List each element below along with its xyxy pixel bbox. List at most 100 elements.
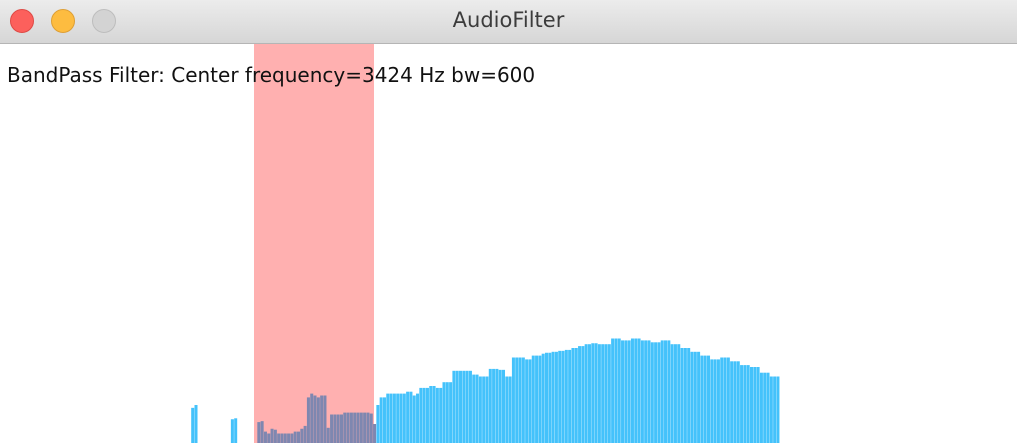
spectrum-bar [422,387,426,443]
spectrum-bar [303,425,307,443]
spectrum-bar [687,348,691,443]
filter-type-label: BandPass Filter: Center frequency= [7,63,362,87]
spectrum-bar [763,372,767,443]
spectrum-bar [230,419,234,443]
spectrum-bar [693,351,697,443]
spectrum-bar [664,340,668,443]
spectrum-bar [369,413,373,443]
spectrum-bar [525,359,529,443]
spectrum-bar [339,414,343,443]
spectrum-bar [349,412,353,443]
spectrum-bar [485,376,489,443]
spectrum-bar [683,348,687,443]
spectrum-bar [531,355,535,443]
spectrum-bar [260,421,264,443]
spectrum-bar [399,393,403,443]
spectrum-bar [680,348,684,443]
spectrum-bar [720,357,724,443]
spectrum-bar [472,374,476,443]
spectrum-bar [677,344,681,443]
spectrum-bar [267,433,271,443]
spectrum-bar [326,427,330,443]
close-window-button[interactable] [10,9,34,33]
spectrum-bar [617,338,621,443]
spectrum-bar [333,414,337,443]
spectrum-bar [654,342,658,443]
spectrum-bar [336,414,340,443]
spectrum-bar [263,431,267,443]
spectrum-bar [445,382,449,443]
spectrum-bar [716,359,720,443]
spectrum-bar [468,370,472,443]
spectrum-bar [776,376,780,443]
window-title: AudioFilter [452,8,565,32]
spectrum-bar [558,350,562,443]
spectrum-bar [703,355,707,443]
spectrum-bar [432,386,436,443]
spectrum-bar [667,340,671,443]
spectrum-bar [455,370,459,443]
title-bar[interactable]: AudioFilter [0,0,1017,44]
spectrum-bar [297,431,301,443]
spectrum-bar [290,433,294,443]
spectrum-bar [396,393,400,443]
filter-status-label: BandPass Filter: Center frequency=3424 H… [7,63,535,87]
spectrum-bar [194,405,198,443]
spectrum-bar [551,351,555,443]
spectrum-bar [462,370,466,443]
spectrum-bar [650,342,654,443]
spectrum-bar [452,370,456,443]
spectrum-plot [191,44,780,443]
spectrum-bar [773,376,777,443]
spectrum-bar [508,376,512,443]
spectrum-bar [356,412,360,443]
spectrum-bar [521,357,525,443]
spectrum-bar [594,343,598,443]
spectrum-bar [574,348,578,443]
spectrum-bar [330,414,334,443]
spectrum-bar [300,428,304,443]
spectrum-bar [257,422,261,443]
center-frequency-value: 3424 [361,63,413,87]
spectrum-bar [270,428,274,443]
spectrum-bar [528,359,532,443]
spectrum-bar [736,361,740,443]
spectrum-bar [419,387,423,443]
spectrum-bar [277,433,281,443]
spectrum-bar [492,368,496,443]
spectrum-bar [482,376,486,443]
spectrum-bar [621,340,625,443]
spectrum-bar [287,433,291,443]
spectrum-bar [425,387,429,443]
spectrum-bar [637,338,641,443]
spectrum-bar [346,412,350,443]
zoom-window-button[interactable] [92,9,116,33]
spectrum-bar [640,340,644,443]
spectrum-bar [614,338,618,443]
spectrum-bar [515,357,519,443]
spectrum-bar [554,351,558,443]
spectrum-bar [627,340,631,443]
spectrum-bar [657,342,661,443]
spectrum-bar [392,393,396,443]
spectrum-bar [730,361,734,443]
spectrum-bar [280,433,284,443]
spectrum-bar [488,368,492,443]
spectrum-bar [538,355,542,443]
spectrum-bar [366,412,370,443]
spectrum-bar [449,382,453,443]
spectrum-bar [660,340,664,443]
spectrum-bar [753,367,757,443]
spectrum-bar [406,391,410,443]
spectrum-bar [611,338,615,443]
spectrum-bar [756,367,760,443]
spectrum-bar [746,365,750,443]
spectrum-bar [601,344,605,443]
spectrum-bar [478,376,482,443]
minimize-window-button[interactable] [51,9,75,33]
spectrum-bar [382,397,386,443]
spectrum-bar [306,397,310,443]
spectrum-bar [389,393,393,443]
spectrum-canvas[interactable]: BandPass Filter: Center frequency=3424 H… [0,44,1017,443]
